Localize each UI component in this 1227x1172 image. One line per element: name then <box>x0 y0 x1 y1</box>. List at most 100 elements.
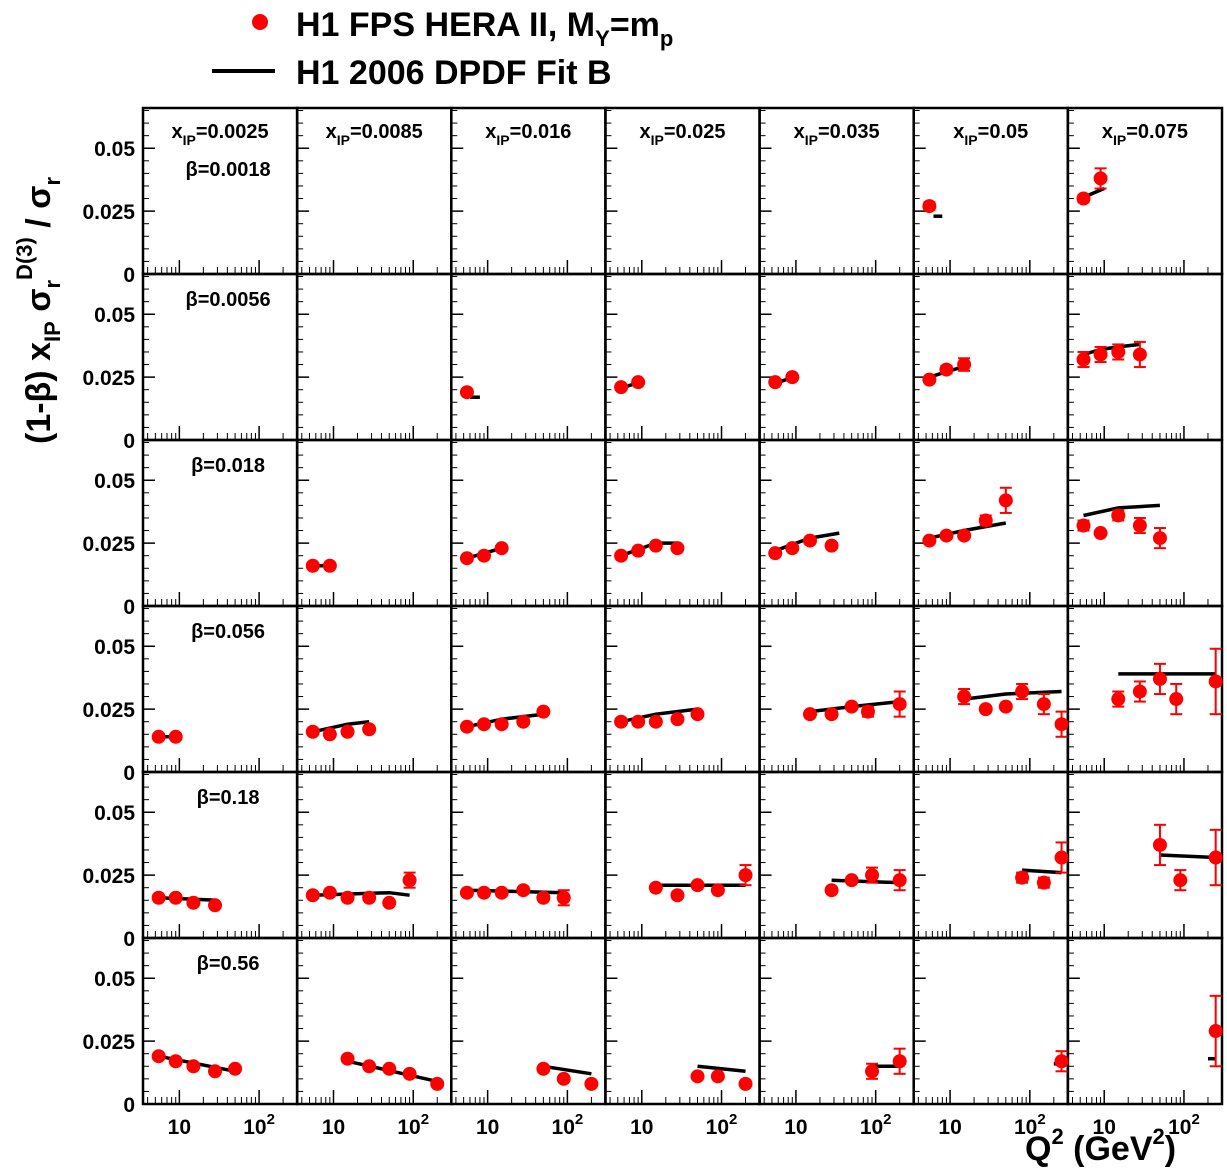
row-label: β=0.0018 <box>186 159 271 181</box>
fit-curve <box>831 878 900 885</box>
data-point <box>922 372 937 387</box>
column-label: xIP=0.075 <box>1102 121 1188 148</box>
panel-frame <box>450 438 607 608</box>
data-point <box>690 707 705 722</box>
y-tick-label: 0 <box>123 928 135 951</box>
y-tick-label: 0.025 <box>82 201 135 224</box>
data-point <box>228 1061 243 1076</box>
panel-frame <box>604 936 761 1106</box>
data-point <box>1208 1024 1223 1039</box>
data-point <box>648 880 663 895</box>
data-point <box>151 1049 166 1064</box>
row-label: β=0.18 <box>197 787 260 809</box>
y-tick-label: 0.05 <box>94 968 135 991</box>
data-point <box>1132 518 1147 533</box>
data-point <box>1093 526 1108 541</box>
data-point <box>670 541 685 556</box>
data-point <box>614 380 629 395</box>
data-point <box>536 890 551 905</box>
data-point <box>1111 692 1126 707</box>
data-point <box>710 883 725 898</box>
data-point <box>631 375 646 390</box>
data-point <box>402 1066 417 1081</box>
data-point <box>494 541 509 556</box>
data-point <box>978 513 993 528</box>
x-tick-label: 10 <box>784 1116 807 1139</box>
data-point <box>494 885 509 900</box>
x-tick-label: 102 <box>1014 1111 1046 1139</box>
data-point <box>957 357 972 372</box>
data-point <box>168 729 183 744</box>
data-point <box>1111 508 1126 523</box>
data-point <box>614 548 629 563</box>
data-point <box>1169 692 1184 707</box>
data-point <box>648 538 663 553</box>
data-point <box>844 873 859 888</box>
panel-frame <box>758 438 915 608</box>
y-tick-label: 0.025 <box>82 1031 135 1054</box>
data-point <box>476 885 491 900</box>
panel-frame <box>295 770 453 940</box>
y-tick-label: 0.025 <box>82 367 135 390</box>
column-label: xIP=0.0025 <box>171 121 268 148</box>
data-point <box>459 885 474 900</box>
fit-curve <box>543 1064 592 1076</box>
data-point <box>860 704 875 719</box>
y-tick-label: 0.025 <box>82 699 135 722</box>
data-point <box>939 528 954 543</box>
data-point <box>1111 344 1126 359</box>
data-point <box>768 375 783 390</box>
data-point <box>998 493 1013 508</box>
panel-frame <box>450 936 607 1106</box>
panel-frame <box>912 604 1070 774</box>
fit-curve <box>963 689 1062 701</box>
fit-curve <box>1021 868 1062 875</box>
data-point <box>168 1054 183 1069</box>
data-point <box>305 724 320 739</box>
data-point <box>151 729 166 744</box>
data-point <box>556 1071 571 1086</box>
data-point <box>1054 1054 1069 1069</box>
data-point <box>1152 671 1167 686</box>
fit-curve <box>697 1064 746 1074</box>
panel-frame <box>450 604 607 774</box>
data-point <box>476 548 491 563</box>
data-point <box>1076 191 1091 206</box>
data-point <box>1132 684 1147 699</box>
data-point <box>865 1064 880 1079</box>
data-point <box>710 1069 725 1084</box>
y-tick-label: 0.05 <box>94 802 135 825</box>
data-point <box>1093 347 1108 362</box>
column-label: xIP=0.0085 <box>326 121 423 148</box>
data-point <box>738 1076 753 1091</box>
data-point <box>690 1069 705 1084</box>
panel-frame <box>450 272 607 442</box>
data-point <box>362 722 377 737</box>
data-point <box>1036 697 1051 712</box>
y-tick-label: 0 <box>123 1094 135 1117</box>
data-point <box>476 717 491 732</box>
data-point <box>824 538 839 553</box>
panel-frame <box>295 272 453 442</box>
data-point <box>1015 870 1030 885</box>
y-tick-label: 0 <box>123 430 135 453</box>
data-point <box>670 888 685 903</box>
panel-frame <box>758 770 915 940</box>
x-tick-label: 102 <box>552 1111 584 1139</box>
panel-frame <box>912 770 1070 940</box>
data-point <box>382 895 397 910</box>
data-point <box>1152 837 1167 852</box>
data-point <box>939 362 954 377</box>
data-point <box>922 533 937 548</box>
y-tick-label: 0 <box>123 762 135 785</box>
data-point <box>151 890 166 905</box>
data-point <box>168 890 183 905</box>
data-point <box>322 558 337 573</box>
panel-frame <box>450 770 607 940</box>
legend-fit-label: H1 2006 DPDF Fit B <box>296 54 612 92</box>
column-label: xIP=0.016 <box>485 121 571 148</box>
data-point <box>670 712 685 727</box>
data-point <box>824 883 839 898</box>
x-tick-label: 102 <box>243 1111 275 1139</box>
data-point <box>614 714 629 729</box>
